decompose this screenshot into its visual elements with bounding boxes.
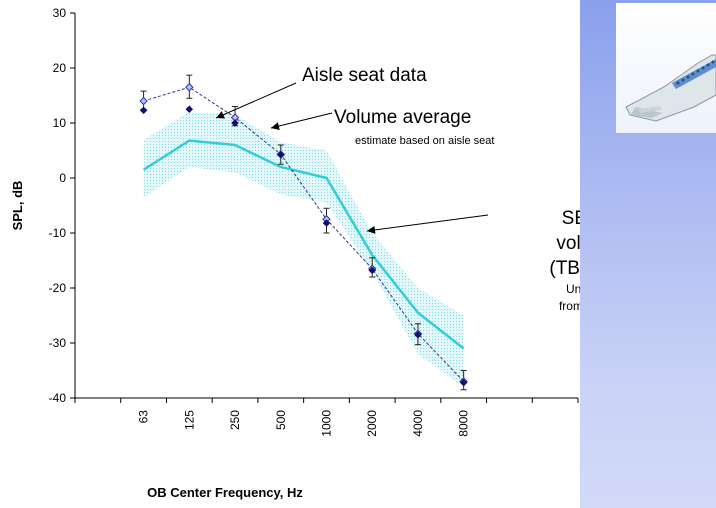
sea-arrow [366,214,489,232]
volume-average-subtitle: estimate based on aisle seat [355,135,494,147]
aisle-seat-marker [139,106,148,115]
aisle-seat-annotation: Aisle seat data [302,65,427,86]
x-tick-label: 4000 [411,410,425,437]
aisle-seat-marker [185,105,194,114]
y-tick-label: -10 [49,226,67,240]
volume-average-line [143,86,465,382]
aisle-seat-arrow-head [216,111,225,119]
volume-average-marker [185,83,194,92]
y-tick-label: -30 [49,336,67,350]
volume-average-arrow-head [271,122,280,130]
aisle-seat-marker [276,151,285,159]
x-tick-label: 2000 [365,410,379,437]
x-axis-title: OB Center Frequency, Hz [147,485,303,500]
y-tick-label: 0 [59,171,66,185]
x-tick-label: 8000 [457,410,471,437]
chart-area: 30 20 10 0 -10 -20 -30 -40 63 125 250 500 1000 2000 40… [10,6,580,500]
aisle-seat-marker [414,330,422,339]
y-tick-label: 30 [53,6,67,20]
sea-annotation-line4: Uncertainty estimated [566,282,580,296]
spl-chart: 30 20 10 0 -10 -20 -30 -40 63 125 250 500 1000 2000 40… [10,6,580,500]
y-tick-label: -40 [49,391,67,405]
aircraft-thumbnail [616,3,716,133]
volume-average-arrow [270,112,333,129]
x-tick-label: 63 [137,410,151,424]
sea-annotation-line1: SEA prediction [562,208,580,229]
sea-annotation-line3: (TBL source only) [549,258,580,279]
volume-average-annotation: Volume average [334,107,471,128]
x-tick-label: 250 [228,410,242,430]
y-tick-label: 20 [53,61,67,75]
volume-average-marker [139,96,148,106]
y-axis-title: SPL, dB [10,181,25,231]
aisle-seat-marker [459,378,468,387]
sea-annotation-line5: from auto spectrum data [559,299,580,313]
uncertainty-band [143,112,464,387]
y-tick-label: -20 [49,281,67,295]
aisle-seat-marker [322,219,331,227]
aisle-seat-marker [368,266,377,275]
aisle-seat-marker [231,119,239,127]
x-tick-label: 1000 [320,410,334,437]
sea-annotation-line2: volume average [556,233,580,254]
sea-prediction-line [142,139,465,350]
aircraft-image [625,54,716,122]
sea-arrow-head [367,225,376,234]
x-tick-label: 125 [182,410,196,430]
aisle-seat-arrow [215,82,297,119]
y-tick-label: 10 [53,116,67,130]
x-tick-label: 500 [274,410,288,430]
